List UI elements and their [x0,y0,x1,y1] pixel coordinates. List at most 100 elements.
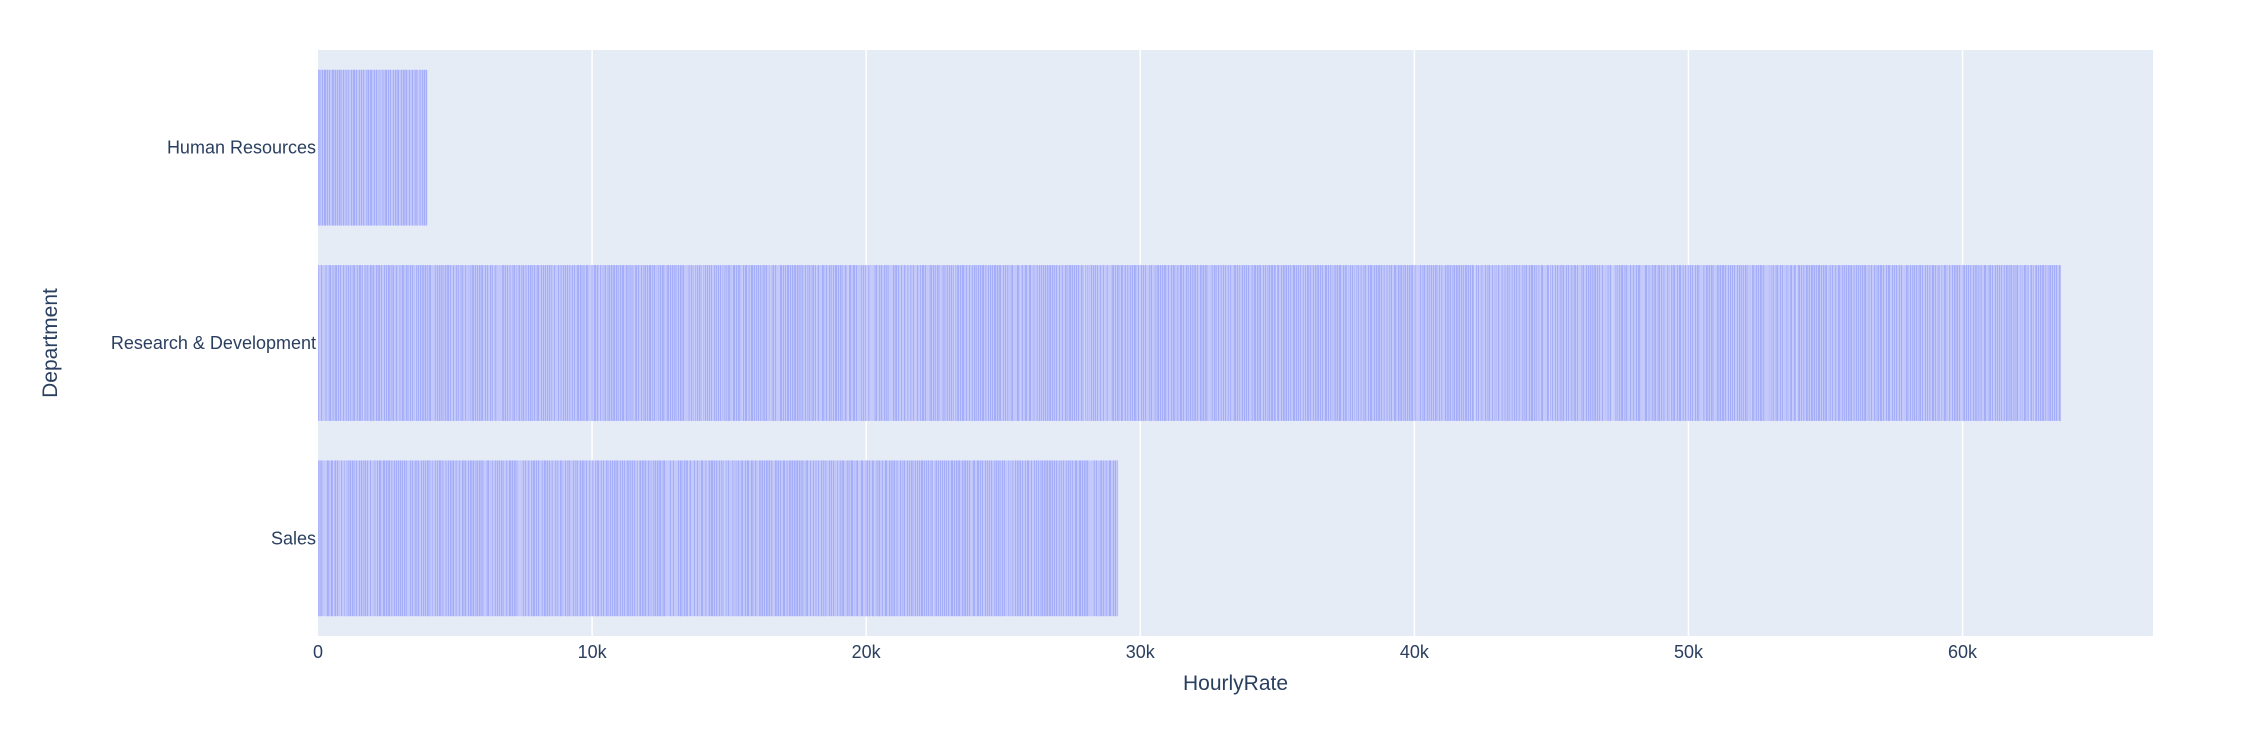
bar-segment[interactable] [429,460,431,616]
bar-segment[interactable] [1984,265,1987,421]
bar-segment[interactable] [489,265,492,421]
bar-segment[interactable] [423,70,426,226]
bar-segment[interactable] [1816,265,1818,421]
bar-segment[interactable] [1041,460,1043,616]
bar-segment[interactable] [933,265,935,421]
bar-segment[interactable] [915,460,917,616]
bar-segment[interactable] [943,265,945,421]
bar-segment[interactable] [1741,265,1743,421]
bar-segment[interactable] [1213,265,1216,421]
bar-segment[interactable] [357,265,359,421]
bar-segment[interactable] [1909,265,1911,421]
bar-segment[interactable] [1038,460,1040,616]
bar-segment[interactable] [1099,265,1101,421]
bar-segment[interactable] [2035,265,2037,421]
bar-segment[interactable] [1171,265,1173,421]
bar-segment[interactable] [366,460,368,616]
bar-segment[interactable] [1131,265,1133,421]
bar-segment[interactable] [1877,265,1880,421]
bar-segment[interactable] [421,460,423,616]
bar-segment[interactable] [1317,265,1320,421]
bar-segment[interactable] [785,265,787,421]
bar-segment[interactable] [1755,265,1757,421]
bar-segment[interactable] [1831,265,1833,421]
bar-segment[interactable] [1570,265,1572,421]
bar-segment[interactable] [1509,265,1511,421]
bar-segment[interactable] [1874,265,1876,421]
bar-segment[interactable] [1673,265,1676,421]
bar-segment[interactable] [1787,265,1789,421]
bar-segment[interactable] [861,460,864,616]
bar-segment[interactable] [1926,265,1928,421]
bar-segment[interactable] [1297,265,1299,421]
bar-segment[interactable] [1094,265,1096,421]
bar-segment[interactable] [605,460,608,616]
bar-segment[interactable] [1555,265,1557,421]
bar-segment[interactable] [994,265,997,421]
bar-segment[interactable] [801,265,803,421]
bar-segment[interactable] [751,265,754,421]
bar-segment[interactable] [1095,460,1097,616]
bar-segment[interactable] [974,265,976,421]
bar-segment[interactable] [856,460,858,616]
bar-segment[interactable] [713,265,715,421]
bar-segment[interactable] [547,265,549,421]
bar-segment[interactable] [761,265,763,421]
bar-segment[interactable] [538,460,540,616]
bar-sales[interactable] [318,460,1118,616]
bar-segment[interactable] [981,460,983,616]
bar-segment[interactable] [1274,265,1277,421]
bar-segment[interactable] [1594,265,1596,421]
bar-segment[interactable] [1588,265,1590,421]
bar-segment[interactable] [826,265,828,421]
bar-segment[interactable] [417,265,419,421]
bar-segment[interactable] [577,265,580,421]
bar-segment[interactable] [1684,265,1686,421]
bar-segment[interactable] [696,265,698,421]
bar-segment[interactable] [726,460,728,616]
bar-segment[interactable] [1449,265,1451,421]
bar-segment[interactable] [603,460,605,616]
bar-segment[interactable] [1834,265,1836,421]
bar-segment[interactable] [1331,265,1333,421]
bar-segment[interactable] [352,460,354,616]
bar-segment[interactable] [791,460,794,616]
bar-segment[interactable] [402,460,404,616]
bar-segment[interactable] [1728,265,1730,421]
bar-segment[interactable] [1938,265,1940,421]
bar-segment[interactable] [559,265,561,421]
bar-segment[interactable] [529,265,532,421]
bar-segment[interactable] [446,460,448,616]
bar-segment[interactable] [1100,460,1102,616]
bar-segment[interactable] [531,460,533,616]
bar-segment[interactable] [1560,265,1562,421]
bar-segment[interactable] [751,460,753,616]
bar-segment[interactable] [1447,265,1449,421]
bar-segment[interactable] [1688,265,1690,421]
bar-segment[interactable] [1295,265,1297,421]
bar-segment[interactable] [1224,265,1226,421]
bar-segment[interactable] [1025,460,1027,616]
bar-segment[interactable] [728,265,730,421]
bar-segment[interactable] [680,265,682,421]
bar-segment[interactable] [1515,265,1517,421]
bar-segment[interactable] [976,265,978,421]
bar-segment[interactable] [394,70,396,226]
bar-segment[interactable] [350,70,352,226]
bar-segment[interactable] [972,265,974,421]
bar-segment[interactable] [878,265,880,421]
bar-segment[interactable] [1378,265,1380,421]
bar-segment[interactable] [715,460,717,616]
bar-segment[interactable] [579,460,582,616]
bar-segment[interactable] [1934,265,1936,421]
bar-segment[interactable] [620,265,622,421]
bar-segment[interactable] [821,265,824,421]
bar-segment[interactable] [828,265,831,421]
bar-segment[interactable] [1145,265,1147,421]
bar-segment[interactable] [1086,460,1088,616]
bar-segment[interactable] [1097,265,1099,421]
bar-segment[interactable] [1277,265,1280,421]
bar-segment[interactable] [1859,265,1861,421]
bar-segment[interactable] [370,70,372,226]
bar-segment[interactable] [1109,460,1112,616]
